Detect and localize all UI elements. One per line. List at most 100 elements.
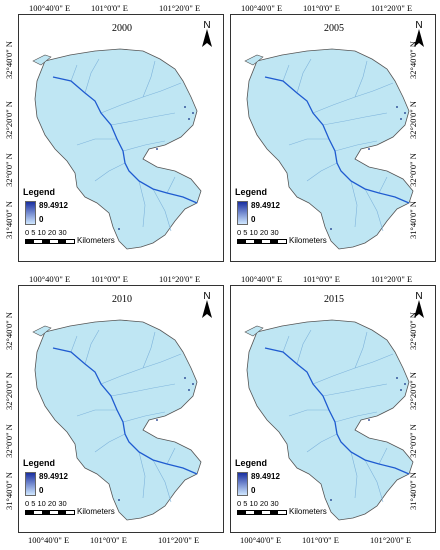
tributary: [142, 60, 156, 98]
tributary: [142, 331, 156, 369]
tributary: [288, 138, 329, 146]
tributary: [94, 433, 126, 453]
svg-text:N: N: [203, 20, 210, 31]
longitude-label: 100°40'0" E: [29, 274, 71, 284]
high-value-point: [184, 377, 186, 379]
svg-text:N: N: [415, 291, 422, 302]
tributary: [350, 180, 358, 228]
high-value-point: [156, 419, 158, 421]
legend-max: 89.4912: [251, 472, 280, 481]
tributary: [152, 188, 172, 232]
high-value-point: [400, 118, 402, 120]
legend-max: 89.4912: [251, 201, 280, 210]
latitude-label: 32°40'0" N: [4, 312, 14, 350]
panel-year: 2005: [324, 23, 344, 34]
tributary: [94, 162, 126, 182]
map-panel-2005: 100°40'0" E 101°0'0" E 101°20'0" E 32°40'0"…: [230, 3, 436, 262]
high-value-point: [368, 419, 370, 421]
scale-bar: [237, 239, 287, 244]
lake-area: [244, 54, 264, 66]
high-value-point: [188, 389, 190, 391]
tributary: [354, 331, 368, 369]
high-value-point: [330, 228, 332, 230]
tributary: [122, 140, 166, 152]
tributary: [334, 411, 378, 423]
panel-year: 2015: [324, 294, 344, 305]
tributary: [76, 409, 117, 417]
tributary: [84, 329, 100, 365]
high-value-point: [330, 499, 332, 501]
svg-text:N: N: [415, 20, 422, 31]
tributary: [296, 329, 312, 365]
high-value-point: [156, 148, 158, 150]
basin-area: [34, 319, 202, 521]
high-value-point: [184, 106, 186, 108]
scale-unit: Kilometers: [77, 507, 115, 516]
lake-area: [32, 325, 52, 337]
longitude-label: 101°20'0" E: [159, 274, 201, 284]
high-value-point: [118, 499, 120, 501]
tributary: [378, 447, 388, 465]
basin-area: [246, 48, 414, 250]
tributary: [166, 176, 176, 194]
map-panel-2015: 100°40'0" E 101°0'0" E 101°20'0" E 32°40'0"…: [230, 274, 436, 533]
tributary: [372, 82, 394, 92]
longitude-label-bottom: 100°40'0" E: [28, 535, 70, 545]
lake-area: [244, 325, 264, 337]
longitude-label-bottom: 101°20'0" E: [158, 535, 200, 545]
scale-ticks: 0 5 10 20 30: [25, 499, 67, 508]
tributary: [152, 459, 172, 503]
high-value-point: [404, 112, 406, 114]
basin-map: [244, 48, 414, 250]
tributary: [296, 58, 312, 94]
legend-title: Legend: [23, 187, 56, 197]
svg-text:N: N: [203, 291, 210, 302]
tributary: [306, 162, 338, 182]
tributary: [288, 409, 329, 417]
legend-max: 89.4912: [39, 201, 68, 210]
lake-area: [32, 54, 52, 66]
tributary: [312, 361, 374, 385]
tributary: [100, 90, 162, 114]
map-panel-2000: 100°40'0" E 101°0'0" E 101°20'0" E 32°40'0"…: [4, 3, 224, 262]
basin-area: [246, 319, 414, 521]
tributary: [372, 353, 394, 363]
basin-map: [32, 319, 202, 521]
latitude-label: 31°40'0" N: [4, 472, 14, 510]
longitude-label: 100°40'0" E: [241, 3, 283, 13]
tributary: [350, 451, 358, 499]
high-value-point: [404, 383, 406, 385]
legend-gradient: [25, 201, 36, 225]
scale-unit: Kilometers: [77, 236, 115, 245]
scale-unit: Kilometers: [289, 236, 327, 245]
tributary: [354, 60, 368, 98]
scale-unit: Kilometers: [289, 507, 327, 516]
high-value-point: [188, 118, 190, 120]
scale-bar: [25, 239, 75, 244]
panel-year: 2000: [112, 23, 132, 34]
scale-bar: [237, 510, 287, 515]
tributary: [378, 176, 388, 194]
tributary: [322, 383, 388, 397]
map-panel-2010: 100°40'0" E 101°0'0" E 101°20'0" E 32°40'0"…: [4, 274, 224, 533]
tributary: [322, 112, 388, 126]
tributary: [160, 82, 182, 92]
legend-max: 89.4912: [39, 472, 68, 481]
basin-area: [34, 48, 202, 250]
legend-min: 0: [39, 486, 44, 495]
tributary: [364, 188, 384, 232]
longitude-label-bottom: 100°40'0" E: [240, 535, 282, 545]
latitude-label: 31°40'0" N: [4, 201, 14, 239]
north-arrow-icon: N: [202, 20, 212, 47]
longitude-label-bottom: 101°20'0" E: [370, 535, 412, 545]
tributary: [160, 353, 182, 363]
tributary: [364, 459, 384, 503]
tributary: [282, 335, 290, 353]
latitude-label: 32°40'0" N: [4, 41, 14, 79]
north-arrow-icon: N: [202, 291, 212, 318]
longitude-label-bottom: 101°0'0" E: [302, 535, 339, 545]
tributary: [138, 451, 146, 499]
high-value-point: [192, 383, 194, 385]
longitude-label: 101°20'0" E: [159, 3, 201, 13]
high-value-point: [400, 389, 402, 391]
